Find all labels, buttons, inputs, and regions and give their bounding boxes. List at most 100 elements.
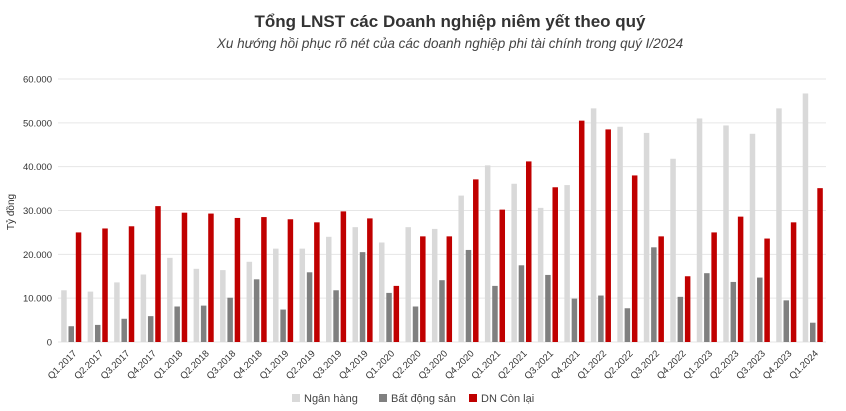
- bar: [571, 298, 578, 342]
- legend-label: Ngân hàng: [304, 393, 358, 405]
- bar: [386, 292, 392, 342]
- legend-label: DN Còn lại: [481, 393, 534, 405]
- bar: [465, 249, 472, 342]
- bar: [208, 213, 214, 342]
- bar: [261, 217, 267, 342]
- bar: [499, 209, 506, 342]
- bar: [114, 282, 120, 342]
- bar: [94, 324, 101, 342]
- bar: [405, 227, 411, 342]
- bar: [412, 306, 419, 342]
- bar: [749, 133, 756, 342]
- bar: [446, 236, 453, 342]
- bar: [617, 126, 623, 342]
- bar: [420, 236, 426, 342]
- bar: [677, 296, 684, 342]
- bar: [326, 236, 332, 342]
- bar: [605, 129, 611, 342]
- bar: [783, 300, 790, 342]
- bar: [590, 108, 597, 342]
- bar: [764, 238, 770, 342]
- bar: [378, 242, 385, 342]
- bar: [670, 158, 676, 342]
- bar: [810, 322, 816, 342]
- x-tick-label: Q1.2024: [787, 348, 821, 382]
- bar: [246, 261, 253, 342]
- bar: [128, 226, 135, 342]
- bar: [624, 308, 631, 342]
- bar: [651, 247, 657, 342]
- y-tick-label: 0: [47, 338, 52, 349]
- bar: [280, 309, 286, 342]
- bar: [711, 232, 717, 342]
- bar: [684, 276, 691, 342]
- bar: [61, 290, 67, 342]
- legend-swatch: [379, 394, 387, 402]
- y-axis-ticks: 0 10.000 20.000 30.000 40.000 50.000 60.000: [23, 75, 52, 349]
- bar: [306, 272, 313, 342]
- bars: [61, 93, 823, 343]
- bar: [696, 118, 703, 342]
- bar: [75, 232, 82, 342]
- bar: [484, 165, 491, 342]
- bar: [545, 274, 551, 342]
- bar: [525, 161, 532, 342]
- bar: [181, 212, 188, 342]
- y-tick-label: 60.000: [23, 75, 52, 86]
- bar: [598, 295, 604, 342]
- bar: [431, 228, 438, 342]
- y-tick-label: 10.000: [23, 294, 52, 305]
- bar: [167, 257, 173, 342]
- bar: [68, 326, 74, 342]
- bar: [234, 217, 241, 342]
- bar: [102, 228, 108, 342]
- bar: [704, 273, 710, 342]
- bar: [200, 305, 207, 342]
- y-axis-label: Tỷ đồng: [5, 194, 17, 230]
- bar: [359, 252, 366, 342]
- bar: [730, 281, 737, 342]
- bar: [367, 218, 373, 342]
- bar: [253, 279, 260, 342]
- bar: [518, 265, 525, 342]
- bar: [155, 206, 161, 342]
- bar: [314, 222, 320, 342]
- bar: [643, 132, 650, 342]
- bar: [552, 187, 558, 342]
- y-tick-label: 50.000: [23, 118, 52, 129]
- legend-swatch: [292, 394, 300, 402]
- bar: [220, 270, 226, 342]
- y-tick-label: 30.000: [23, 206, 52, 217]
- bar: [817, 188, 823, 342]
- bar: [333, 290, 339, 342]
- bar: [299, 248, 306, 342]
- legend-swatch: [469, 394, 477, 402]
- y-tick-label: 40.000: [23, 162, 52, 173]
- bar: [802, 93, 809, 342]
- bar: [776, 108, 782, 342]
- chart-title: Tổng LNST các Doanh nghiệp niêm yết theo…: [254, 12, 646, 31]
- bar: [511, 183, 517, 342]
- bar: [790, 222, 797, 342]
- bar: [473, 179, 479, 342]
- bar: [340, 211, 347, 342]
- bar: [147, 316, 154, 342]
- bar: [193, 268, 200, 342]
- bar: [227, 297, 233, 342]
- bar: [658, 236, 664, 342]
- x-axis-ticks: Q1.2017Q2.2017Q3.2017Q4.2017Q1.2018Q2.20…: [46, 348, 821, 382]
- bar: [631, 175, 638, 342]
- bar: [564, 185, 570, 342]
- bar: [492, 285, 498, 342]
- bar: [174, 306, 180, 342]
- legend-label: Bất động sản: [391, 393, 456, 405]
- y-tick-label: 20.000: [23, 250, 52, 261]
- chart-subtitle: Xu hướng hồi phục rõ nét của các doanh n…: [216, 36, 683, 51]
- legend: Ngân hàng Bất động sản DN Còn lại: [292, 393, 534, 405]
- bar: [757, 277, 763, 342]
- bar: [723, 125, 729, 342]
- bar: [273, 248, 279, 342]
- bar: [737, 216, 744, 342]
- bar: [287, 219, 294, 342]
- bar: [439, 280, 445, 342]
